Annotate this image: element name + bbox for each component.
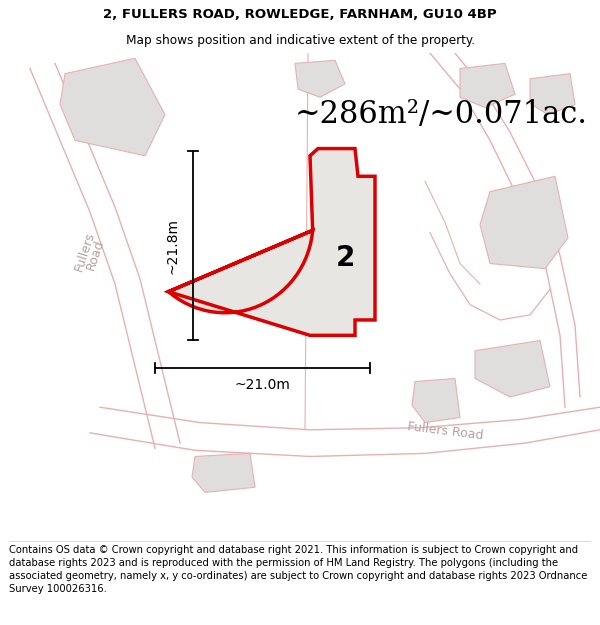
Text: ~21.8m: ~21.8m: [165, 217, 179, 274]
Text: Fullers Road: Fullers Road: [406, 420, 484, 442]
Polygon shape: [192, 453, 255, 493]
Text: ~21.0m: ~21.0m: [235, 378, 290, 392]
Text: 2: 2: [335, 244, 355, 272]
Polygon shape: [295, 60, 345, 98]
Polygon shape: [169, 149, 375, 336]
Polygon shape: [530, 74, 575, 115]
Polygon shape: [460, 63, 515, 108]
Text: Fullers
Road: Fullers Road: [72, 230, 108, 276]
Polygon shape: [475, 341, 550, 397]
Text: Map shows position and indicative extent of the property.: Map shows position and indicative extent…: [125, 34, 475, 47]
Polygon shape: [480, 176, 568, 269]
Text: Contains OS data © Crown copyright and database right 2021. This information is : Contains OS data © Crown copyright and d…: [9, 545, 587, 594]
Text: 2, FULLERS ROAD, ROWLEDGE, FARNHAM, GU10 4BP: 2, FULLERS ROAD, ROWLEDGE, FARNHAM, GU10…: [103, 8, 497, 21]
Text: ~286m²/~0.071ac.: ~286m²/~0.071ac.: [295, 99, 588, 130]
Polygon shape: [412, 379, 460, 423]
Polygon shape: [60, 58, 165, 156]
